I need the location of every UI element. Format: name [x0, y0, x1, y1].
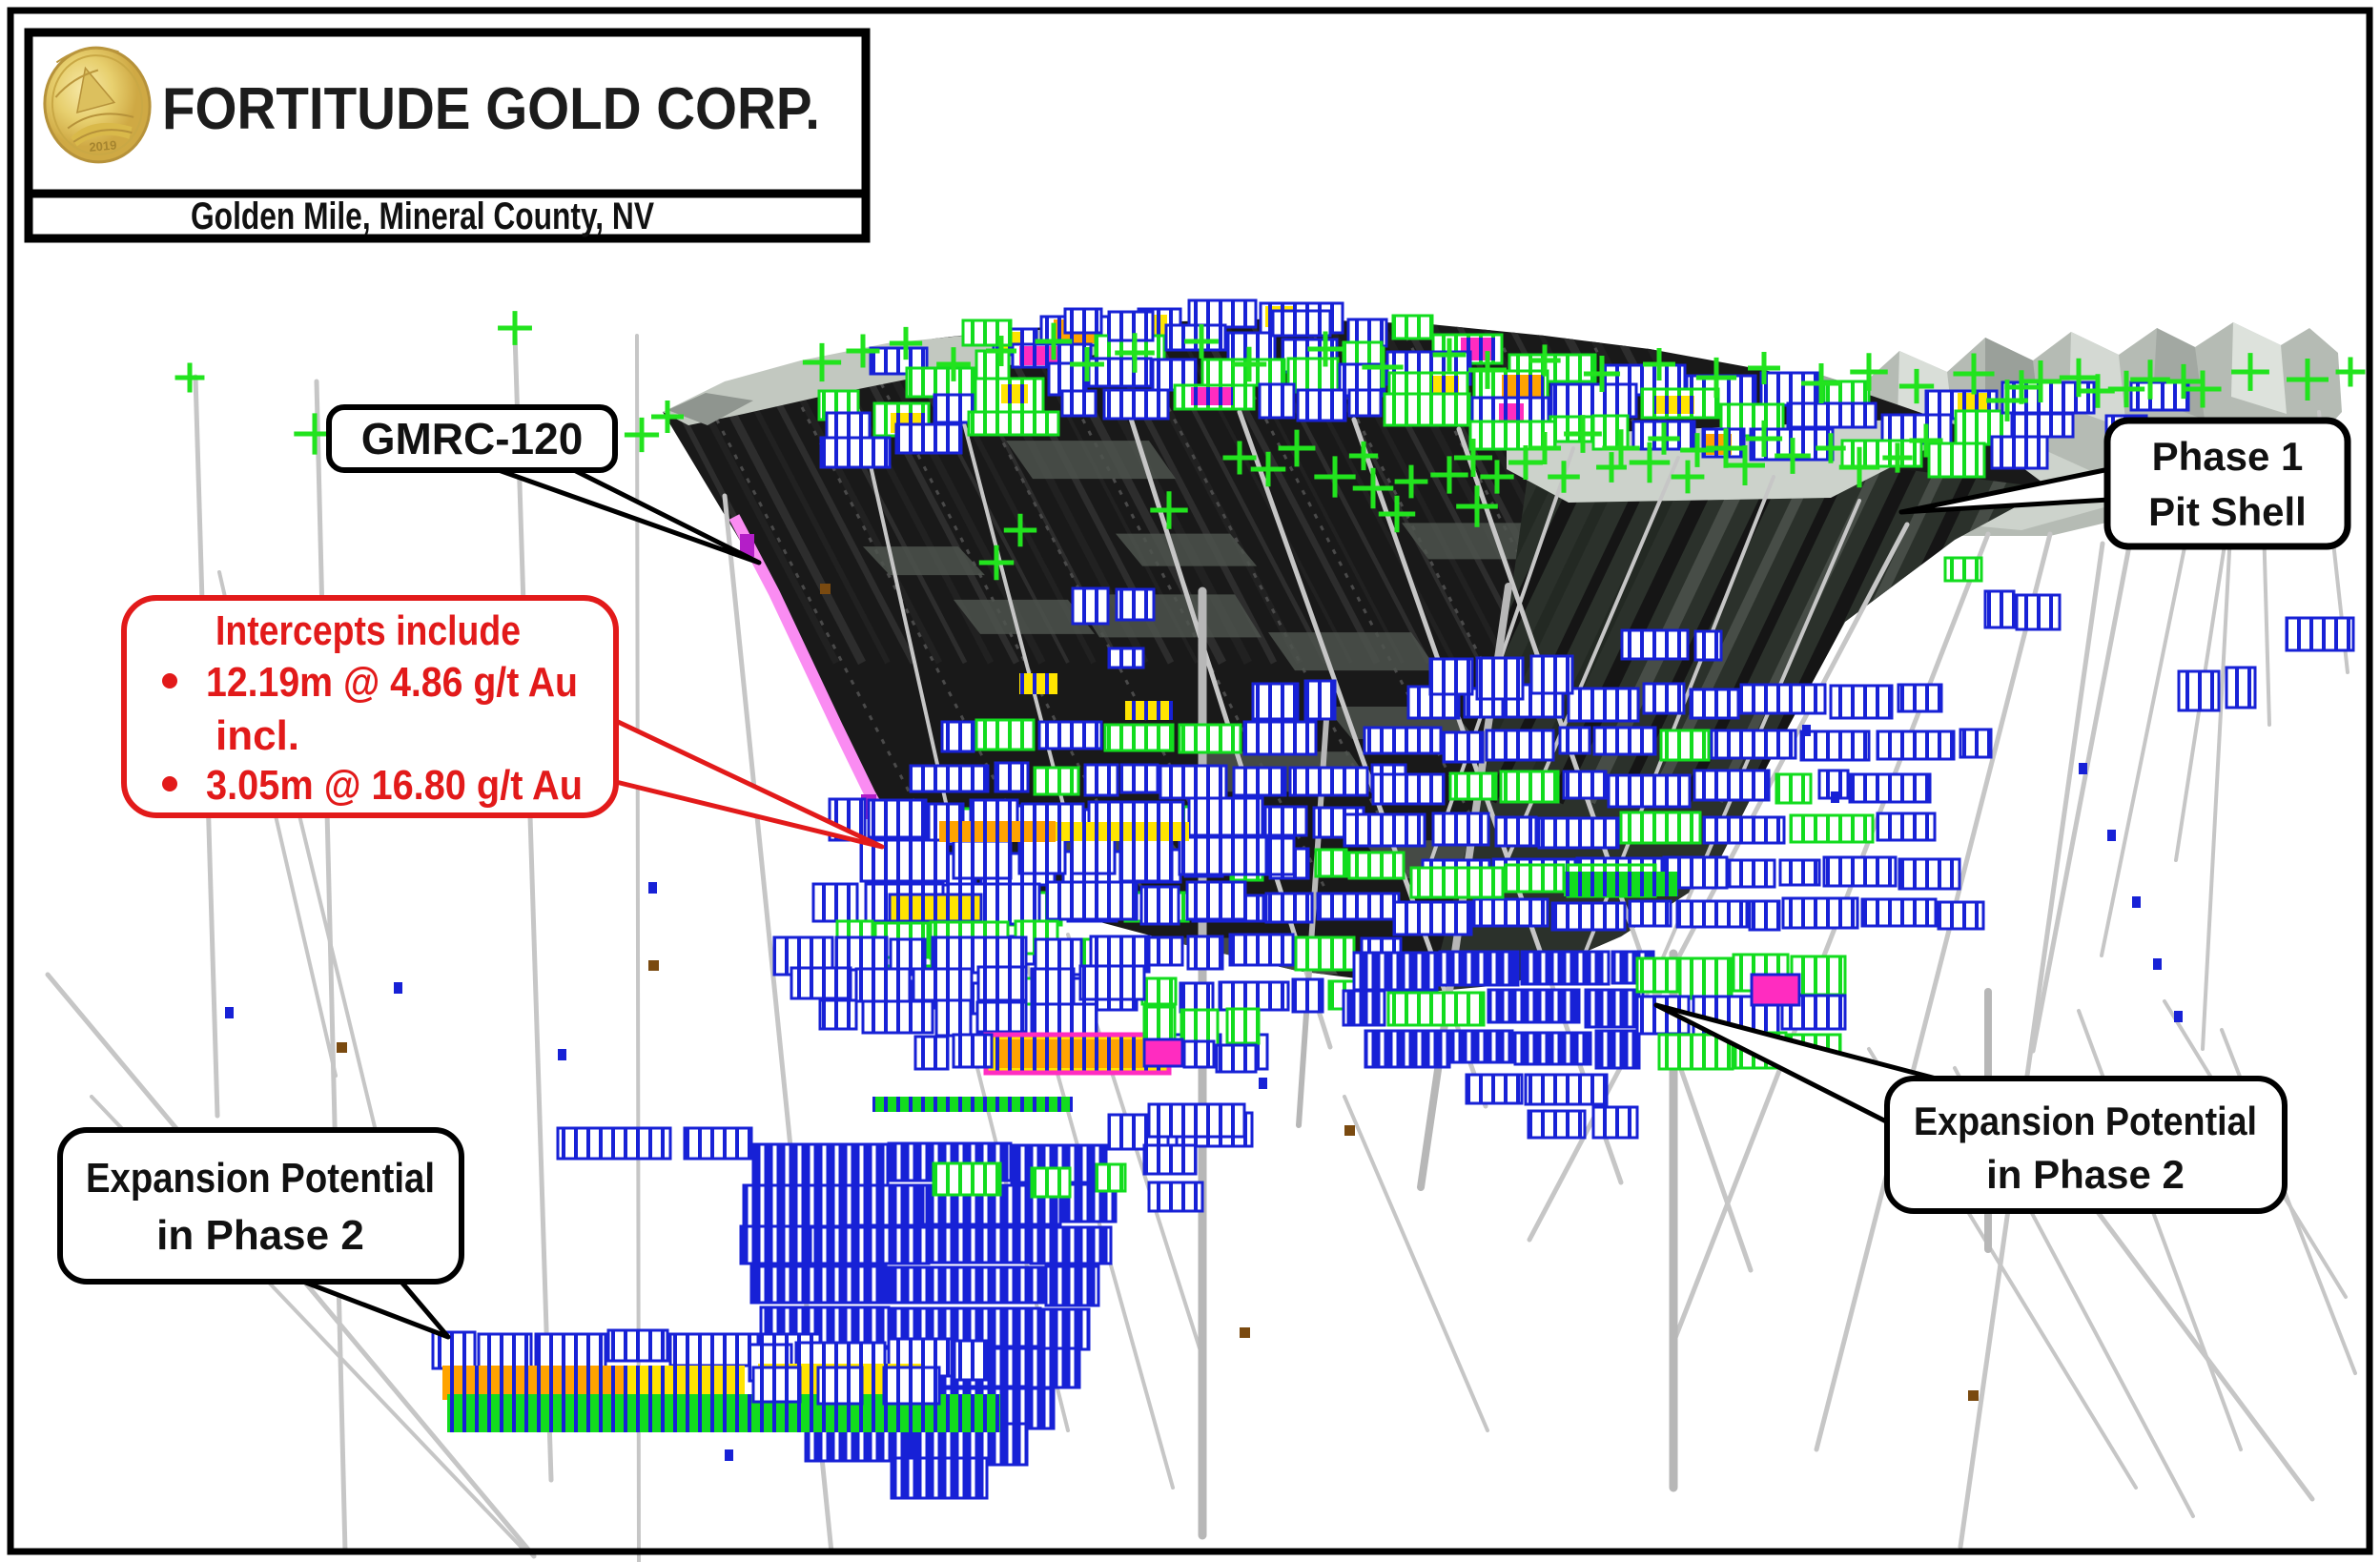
svg-text:Phase 1: Phase 1 — [2152, 434, 2304, 479]
svg-text:Pit Shell: Pit Shell — [2148, 489, 2307, 534]
svg-text:incl.: incl. — [215, 712, 299, 759]
svg-text:in Phase 2: in Phase 2 — [156, 1212, 364, 1259]
svg-text:Intercepts include: Intercepts include — [215, 607, 521, 654]
svg-text:12.19m @ 4.86 g/t Au: 12.19m @ 4.86 g/t Au — [206, 659, 578, 706]
svg-text:GMRC-120: GMRC-120 — [361, 414, 584, 463]
svg-text:3.05m @ 16.80 g/t Au: 3.05m @ 16.80 g/t Au — [206, 762, 583, 809]
svg-text:Golden Mile, Mineral County, N: Golden Mile, Mineral County, NV — [191, 195, 654, 237]
svg-text:Expansion Potential: Expansion Potential — [1914, 1099, 2257, 1143]
svg-text:in Phase 2: in Phase 2 — [1986, 1152, 2185, 1197]
svg-text:Expansion Potential: Expansion Potential — [86, 1155, 435, 1202]
svg-text:FORTITUDE GOLD CORP.: FORTITUDE GOLD CORP. — [162, 76, 820, 142]
svg-text:2019: 2019 — [89, 137, 117, 154]
